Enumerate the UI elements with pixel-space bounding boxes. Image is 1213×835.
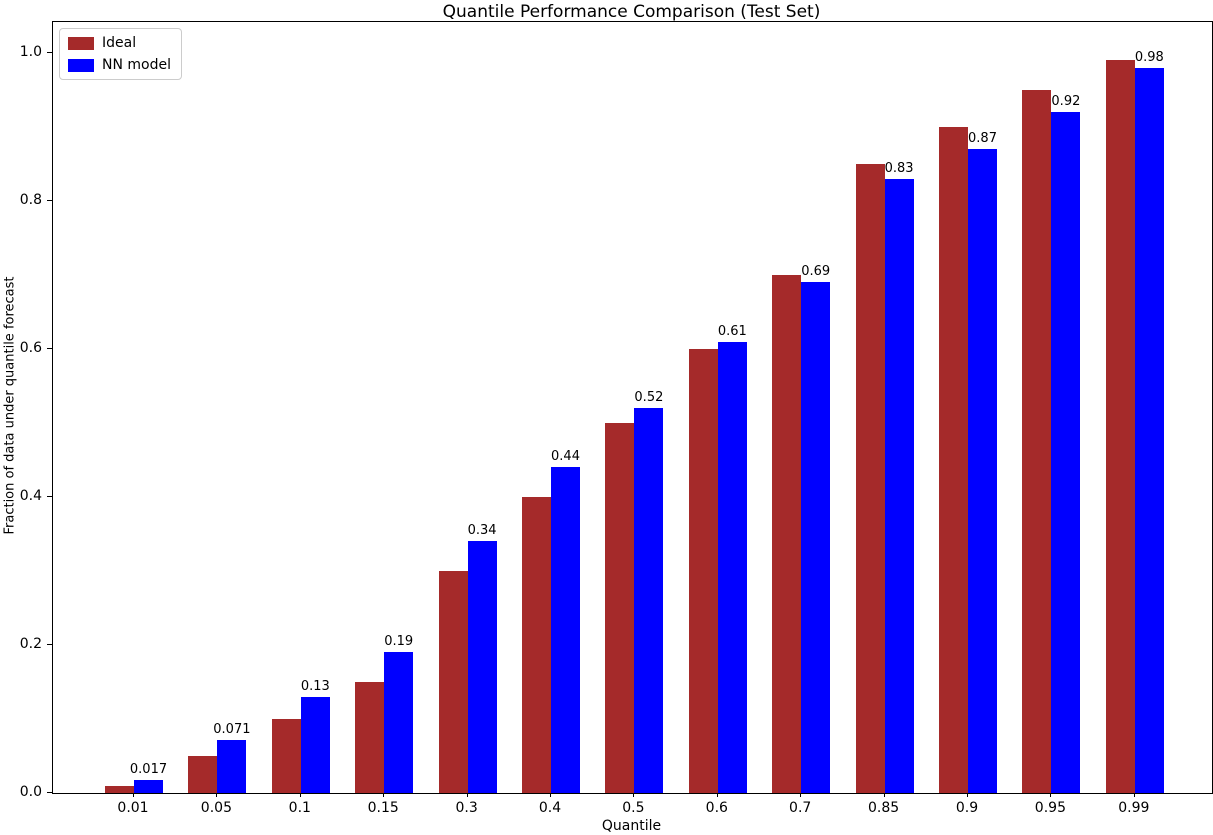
bar-ideal (438, 571, 468, 793)
bar-ideal (1022, 90, 1052, 793)
y-tick-mark (47, 644, 52, 645)
x-tick-label: 0.15 (367, 800, 399, 816)
bar-value-label: 0.34 (467, 523, 497, 538)
bar-value-label: 0.52 (634, 390, 664, 405)
x-tick-label: 0.99 (1118, 800, 1150, 816)
y-tick-label: 1.0 (19, 44, 42, 60)
bar-ideal (688, 349, 718, 793)
y-tick-mark (47, 348, 52, 349)
bar-ideal (188, 756, 218, 793)
x-tick-label: 0.5 (622, 800, 645, 816)
x-tick-mark (299, 793, 301, 797)
bar-nn-model (1134, 68, 1164, 793)
x-tick-label: 0.1 (288, 800, 311, 816)
bar-nn-model (217, 740, 247, 793)
bar-ideal (939, 127, 968, 793)
legend-swatch-ideal-icon (68, 36, 94, 50)
legend-label-ideal: Ideal (102, 35, 137, 51)
y-tick-mark (47, 52, 52, 53)
bar-nn-model (801, 282, 831, 793)
bar-ideal (1105, 60, 1135, 793)
bar-value-label: 0.61 (717, 324, 747, 339)
x-tick-mark (383, 793, 385, 797)
bar-nn-model (300, 697, 330, 793)
bar-nn-model (384, 652, 414, 793)
x-tick-mark (216, 793, 218, 797)
x-tick-mark (800, 793, 802, 797)
bar-value-label: 0.13 (300, 679, 330, 694)
bar-ideal (772, 275, 802, 793)
y-tick-label: 0.2 (19, 636, 42, 652)
x-tick-label: 0.9 (955, 800, 979, 816)
chart-title: Quantile Performance Comparison (Test Se… (442, 2, 821, 22)
x-tick-mark (967, 793, 968, 797)
bar-ideal (355, 682, 385, 793)
y-tick-mark (47, 792, 52, 793)
bar-ideal (522, 497, 551, 793)
x-tick-label: 0.4 (538, 800, 562, 816)
x-tick-mark (883, 793, 885, 797)
bar-value-label: 0.19 (384, 634, 414, 649)
bar-value-label: 0.87 (968, 131, 997, 146)
bar-ideal (105, 786, 134, 793)
bar-nn-model (884, 179, 914, 793)
bar-value-label: 0.44 (551, 449, 580, 464)
x-tick-label: 0.3 (455, 800, 478, 816)
bar-nn-model (1051, 112, 1081, 793)
x-tick-label: 0.05 (200, 800, 232, 816)
bar-value-label: 0.071 (213, 722, 251, 737)
bar-nn-model (717, 342, 747, 793)
x-tick-label: 0.01 (117, 800, 149, 816)
bar-value-label: 0.83 (884, 161, 914, 176)
bar-ideal (605, 423, 635, 793)
y-tick-label: 0.6 (19, 340, 42, 356)
x-tick-label: 0.6 (705, 800, 728, 816)
x-tick-label: 0.85 (868, 800, 900, 816)
x-tick-mark (633, 793, 635, 797)
bar-value-label: 0.017 (129, 762, 168, 777)
y-tick-label: 0.4 (19, 488, 42, 504)
x-tick-label: 0.95 (1034, 800, 1066, 816)
bar-ideal (855, 164, 885, 793)
y-tick-label: 0.0 (19, 784, 42, 800)
x-tick-label: 0.7 (789, 800, 812, 816)
legend-item-nn-model: NN model (68, 57, 171, 73)
bar-value-label: 0.69 (801, 264, 831, 279)
bar-nn-model (634, 408, 664, 793)
y-tick-mark (47, 200, 52, 201)
x-tick-mark (1050, 793, 1052, 797)
bar-value-label: 0.92 (1051, 94, 1081, 109)
bar-nn-model (467, 541, 497, 793)
y-axis-label: Fraction of data under quantile forecast (2, 276, 18, 535)
bar-nn-model (551, 467, 580, 793)
x-tick-mark (716, 793, 718, 797)
legend-label-nn-model: NN model (102, 57, 171, 73)
y-tick-mark (47, 496, 52, 497)
legend-swatch-nn-model-icon (68, 58, 94, 72)
bar-nn-model (968, 149, 997, 793)
legend-item-ideal: Ideal (68, 35, 171, 51)
x-tick-mark (466, 793, 468, 797)
legend: Ideal NN model (59, 28, 182, 80)
x-axis-label: Quantile (601, 818, 662, 834)
bar-nn-model (134, 780, 163, 793)
x-tick-mark (1133, 793, 1135, 797)
x-tick-mark (550, 793, 551, 797)
plot-area: Ideal NN model 0.017 0.071 0.13 0.19 0.34 0.4… (52, 21, 1213, 794)
bar-ideal (271, 719, 301, 793)
bar-value-label: 0.98 (1134, 50, 1164, 65)
x-tick-mark (133, 793, 134, 797)
y-tick-label: 0.8 (19, 192, 42, 208)
